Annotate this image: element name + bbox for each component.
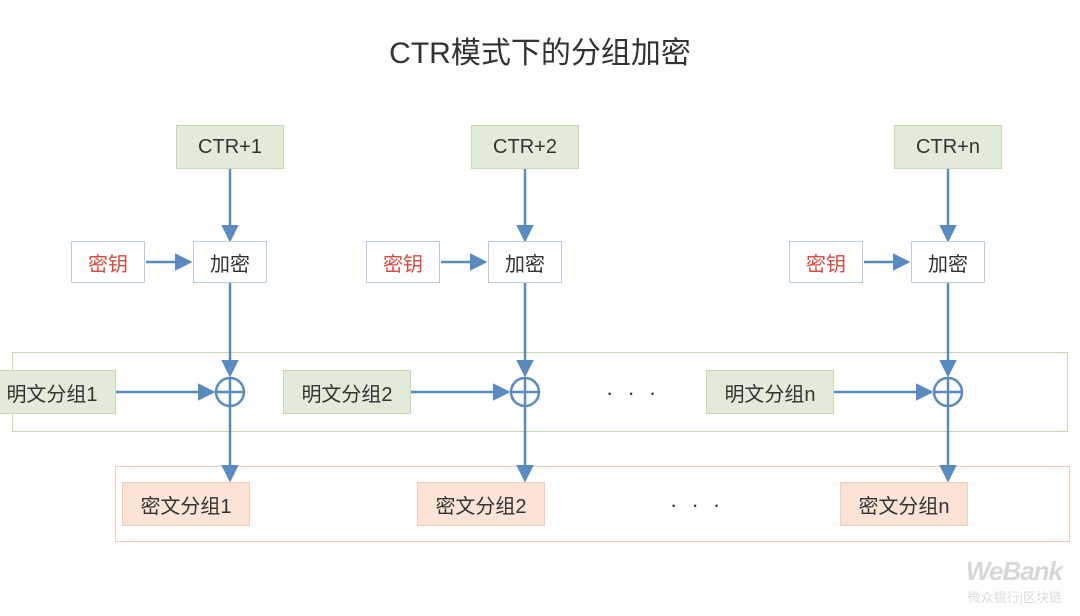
key-box-n: 密钥: [789, 241, 863, 283]
ciphertext-box-2: 密文分组2: [417, 482, 545, 526]
ctr-box-1: CTR+1: [176, 125, 284, 169]
ctr-box-2: CTR+2: [471, 125, 579, 169]
watermark-brand: WeBank: [966, 556, 1062, 587]
plaintext-box-n: 明文分组n: [706, 370, 834, 414]
diagram-canvas: CTR+1 密钥 加密 明文分组1 密文分组1 CTR+2 密钥 加密 明文分组…: [0, 0, 1080, 616]
key-box-2: 密钥: [366, 241, 440, 283]
ciphertext-box-1: 密文分组1: [122, 482, 250, 526]
encrypt-box-n: 加密: [911, 241, 985, 283]
key-box-1: 密钥: [71, 241, 145, 283]
watermark-sub: 微众银行|区块链: [966, 587, 1062, 606]
plaintext-box-1: 明文分组1: [0, 370, 116, 414]
watermark: WeBank 微众银行|区块链: [966, 556, 1062, 606]
encrypt-box-2: 加密: [488, 241, 562, 283]
ctr-box-n: CTR+n: [894, 125, 1002, 169]
encrypt-box-1: 加密: [193, 241, 267, 283]
ciphertext-box-n: 密文分组n: [840, 482, 968, 526]
plaintext-box-2: 明文分组2: [283, 370, 411, 414]
ellipsis-plain: · · ·: [606, 380, 660, 406]
ellipsis-cipher: · · ·: [670, 492, 724, 518]
